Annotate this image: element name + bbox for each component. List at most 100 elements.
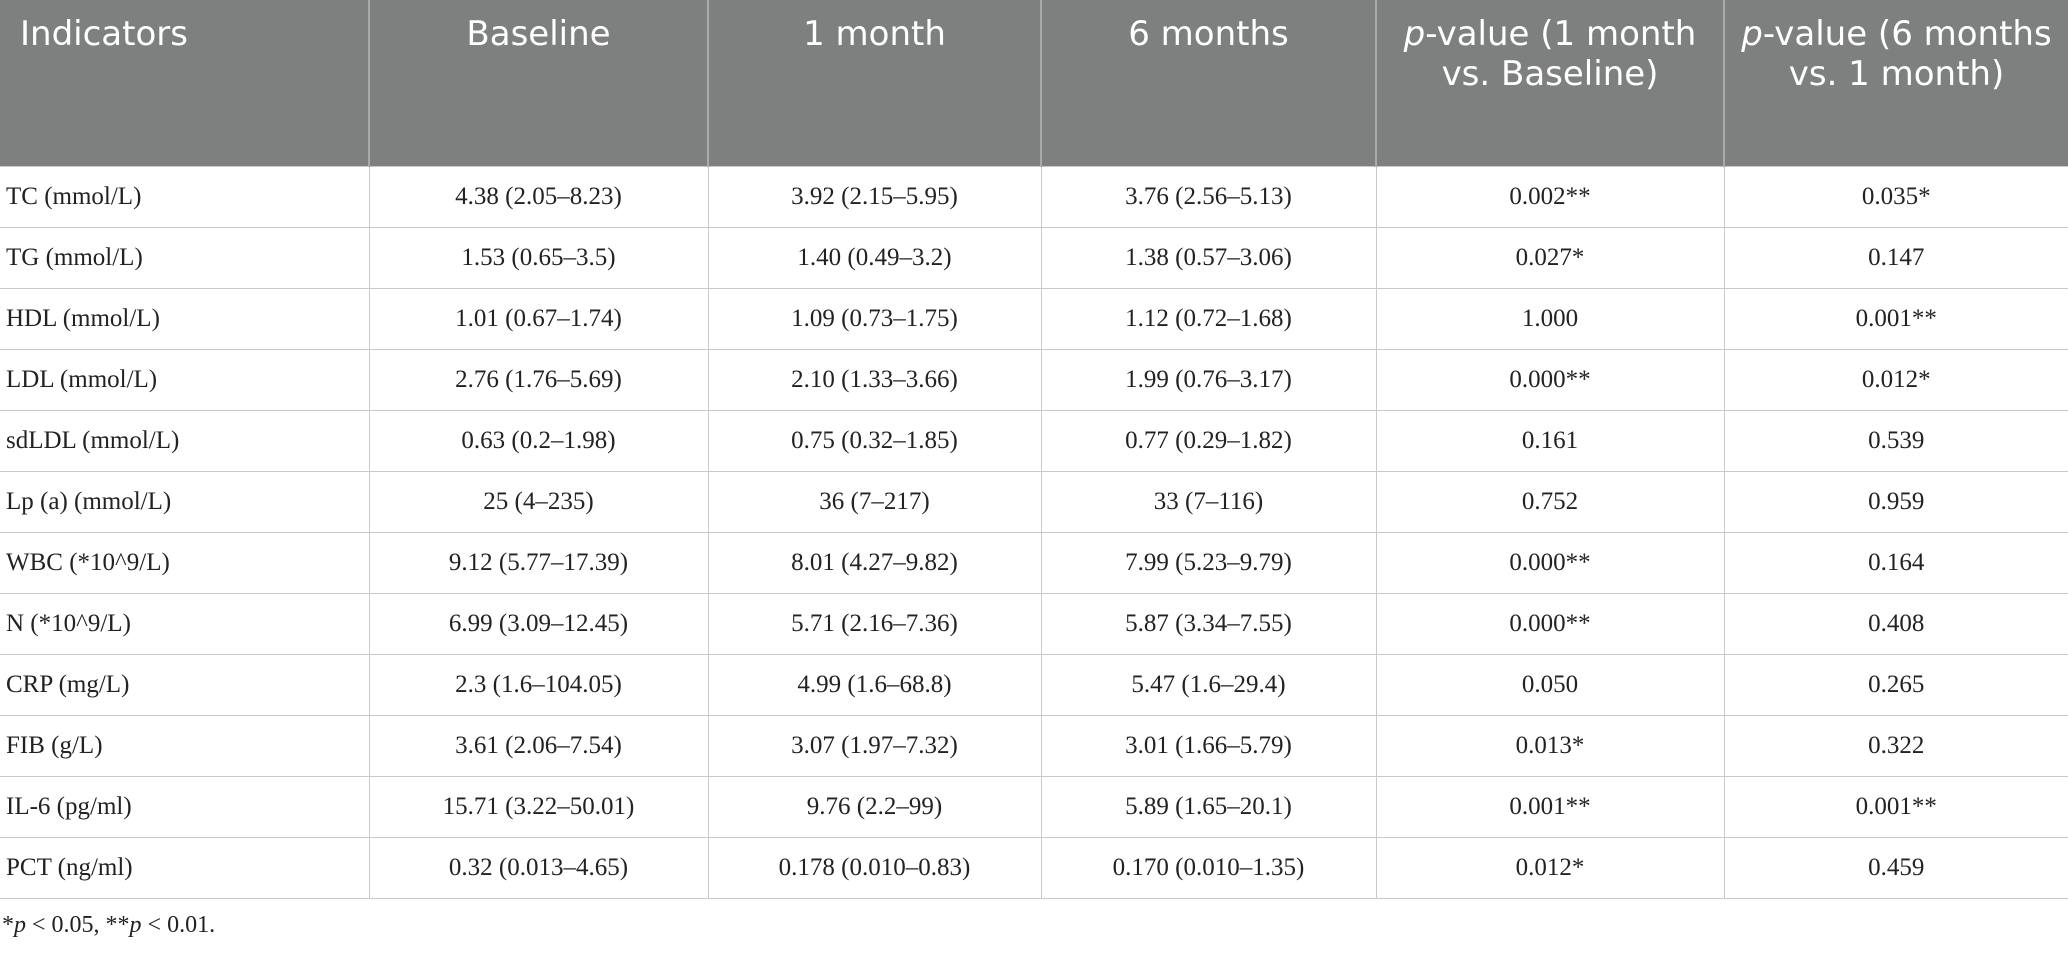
- footnote-part: p: [129, 912, 142, 938]
- header-cell: p-value (6 months vs. 1 month): [1724, 0, 2068, 167]
- header-cell: p-value (1 month vs. Baseline): [1376, 0, 1725, 167]
- header-cell: Indicators: [0, 0, 370, 167]
- cell: 3.92 (2.15–5.95): [707, 166, 1042, 228]
- row-label: sdLDL (mmol/L): [0, 410, 370, 472]
- row-label: TC (mmol/L): [0, 166, 370, 228]
- footnote: *p < 0.05, **p < 0.01.: [2, 912, 215, 939]
- row-label: N (*10^9/L): [0, 593, 370, 655]
- cell: 0.000**: [1375, 593, 1725, 655]
- cell: 1.38 (0.57–3.06): [1040, 227, 1377, 289]
- cell: 8.01 (4.27–9.82): [707, 532, 1042, 594]
- cell: 0.539: [1723, 410, 2068, 472]
- footnote-part: *: [2, 912, 14, 938]
- table-row: N (*10^9/L) 6.99 (3.09–12.45) 5.71 (2.16–7…: [0, 593, 2068, 655]
- cell: 2.76 (1.76–5.69): [368, 349, 709, 411]
- cell: 0.75 (0.32–1.85): [707, 410, 1042, 472]
- cell: 0.013*: [1375, 715, 1725, 777]
- cell: 7.99 (5.23–9.79): [1040, 532, 1377, 594]
- cell: 0.002**: [1375, 166, 1725, 228]
- row-label: PCT (ng/ml): [0, 837, 370, 899]
- cell: 0.459: [1723, 837, 2068, 899]
- cell: 0.32 (0.013–4.65): [368, 837, 709, 899]
- table-body: TC (mmol/L) 4.38 (2.05–8.23) 3.92 (2.15–5.…: [0, 166, 2068, 899]
- cell: 1.53 (0.65–3.5): [368, 227, 709, 289]
- row-label: TG (mmol/L): [0, 227, 370, 289]
- table-row: LDL (mmol/L) 2.76 (1.76–5.69) 2.10 (1.33–3…: [0, 349, 2068, 411]
- cell: 5.47 (1.6–29.4): [1040, 654, 1377, 716]
- footnote-part: < 0.05, **: [26, 912, 130, 938]
- cell: 0.000**: [1375, 349, 1725, 411]
- cell: 5.89 (1.65–20.1): [1040, 776, 1377, 838]
- cell: 0.752: [1375, 471, 1725, 533]
- row-label: CRP (mg/L): [0, 654, 370, 716]
- cell: 1.01 (0.67–1.74): [368, 288, 709, 350]
- cell: 0.000**: [1375, 532, 1725, 594]
- cell: 0.012*: [1723, 349, 2068, 411]
- row-label: WBC (*10^9/L): [0, 532, 370, 594]
- table-row: sdLDL (mmol/L) 0.63 (0.2–1.98) 0.75 (0.32–…: [0, 410, 2068, 472]
- table-row: PCT (ng/ml) 0.32 (0.013–4.65) 0.178 (0.010…: [0, 837, 2068, 899]
- cell: 1.09 (0.73–1.75): [707, 288, 1042, 350]
- cell: 0.012*: [1375, 837, 1725, 899]
- cell: 1.40 (0.49–3.2): [707, 227, 1042, 289]
- cell: 0.001**: [1375, 776, 1725, 838]
- cell: 3.61 (2.06–7.54): [368, 715, 709, 777]
- cell: 0.959: [1723, 471, 2068, 533]
- cell: 0.035*: [1723, 166, 2068, 228]
- cell: 0.164: [1723, 532, 2068, 594]
- cell: 0.001**: [1723, 776, 2068, 838]
- cell: 0.408: [1723, 593, 2068, 655]
- header-text: -value (6 months vs. 1 month): [1762, 14, 2052, 94]
- header-text: Indicators: [20, 14, 188, 54]
- header-text: -value (1 month vs. Baseline): [1425, 14, 1697, 94]
- cell: 4.38 (2.05–8.23): [368, 166, 709, 228]
- cell: 2.3 (1.6–104.05): [368, 654, 709, 716]
- cell: 2.10 (1.33–3.66): [707, 349, 1042, 411]
- table-row: TG (mmol/L) 1.53 (0.65–3.5) 1.40 (0.49–3.2…: [0, 227, 2068, 289]
- table-row: IL-6 (pg/ml) 15.71 (3.22–50.01) 9.76 (2.2–…: [0, 776, 2068, 838]
- table-row: CRP (mg/L) 2.3 (1.6–104.05) 4.99 (1.6–68.8…: [0, 654, 2068, 716]
- header-text: 6 months: [1128, 14, 1289, 54]
- row-label: Lp (a) (mmol/L): [0, 471, 370, 533]
- table-row: TC (mmol/L) 4.38 (2.05–8.23) 3.92 (2.15–5.…: [0, 166, 2068, 228]
- data-table: Indicators Baseline 1 month 6 months p-value…: [0, 0, 2068, 899]
- row-label: LDL (mmol/L): [0, 349, 370, 411]
- row-label: IL-6 (pg/ml): [0, 776, 370, 838]
- italic-p: p: [1403, 14, 1426, 54]
- cell: 0.027*: [1375, 227, 1725, 289]
- header-row: Indicators Baseline 1 month 6 months p-value…: [0, 0, 2068, 167]
- row-label: FIB (g/L): [0, 715, 370, 777]
- cell: 5.71 (2.16–7.36): [707, 593, 1042, 655]
- header-cell: 6 months: [1041, 0, 1377, 167]
- cell: 15.71 (3.22–50.01): [368, 776, 709, 838]
- cell: 36 (7–217): [707, 471, 1042, 533]
- cell: 0.001**: [1723, 288, 2068, 350]
- cell: 0.178 (0.010–0.83): [707, 837, 1042, 899]
- header-cell: 1 month: [708, 0, 1042, 167]
- cell: 9.12 (5.77–17.39): [368, 532, 709, 594]
- cell: 0.147: [1723, 227, 2068, 289]
- cell: 1.12 (0.72–1.68): [1040, 288, 1377, 350]
- table-row: FIB (g/L) 3.61 (2.06–7.54) 3.07 (1.97–7.32…: [0, 715, 2068, 777]
- cell: 3.76 (2.56–5.13): [1040, 166, 1377, 228]
- cell: 3.07 (1.97–7.32): [707, 715, 1042, 777]
- cell: 0.050: [1375, 654, 1725, 716]
- cell: 0.161: [1375, 410, 1725, 472]
- cell: 33 (7–116): [1040, 471, 1377, 533]
- header-text: 1 month: [803, 14, 946, 54]
- cell: 0.77 (0.29–1.82): [1040, 410, 1377, 472]
- cell: 0.170 (0.010–1.35): [1040, 837, 1377, 899]
- cell: 5.87 (3.34–7.55): [1040, 593, 1377, 655]
- table-row: Lp (a) (mmol/L) 25 (4–235) 36 (7–217) 33 (7…: [0, 471, 2068, 533]
- table-row: HDL (mmol/L) 1.01 (0.67–1.74) 1.09 (0.73–1…: [0, 288, 2068, 350]
- table-row: WBC (*10^9/L) 9.12 (5.77–17.39) 8.01 (4.27…: [0, 532, 2068, 594]
- header-cell: Baseline: [369, 0, 709, 167]
- cell: 0.265: [1723, 654, 2068, 716]
- cell: 3.01 (1.66–5.79): [1040, 715, 1377, 777]
- cell: 25 (4–235): [368, 471, 709, 533]
- header-text: Baseline: [466, 14, 611, 54]
- cell: 6.99 (3.09–12.45): [368, 593, 709, 655]
- footnote-part: p: [14, 912, 26, 938]
- cell: 1.000: [1375, 288, 1725, 350]
